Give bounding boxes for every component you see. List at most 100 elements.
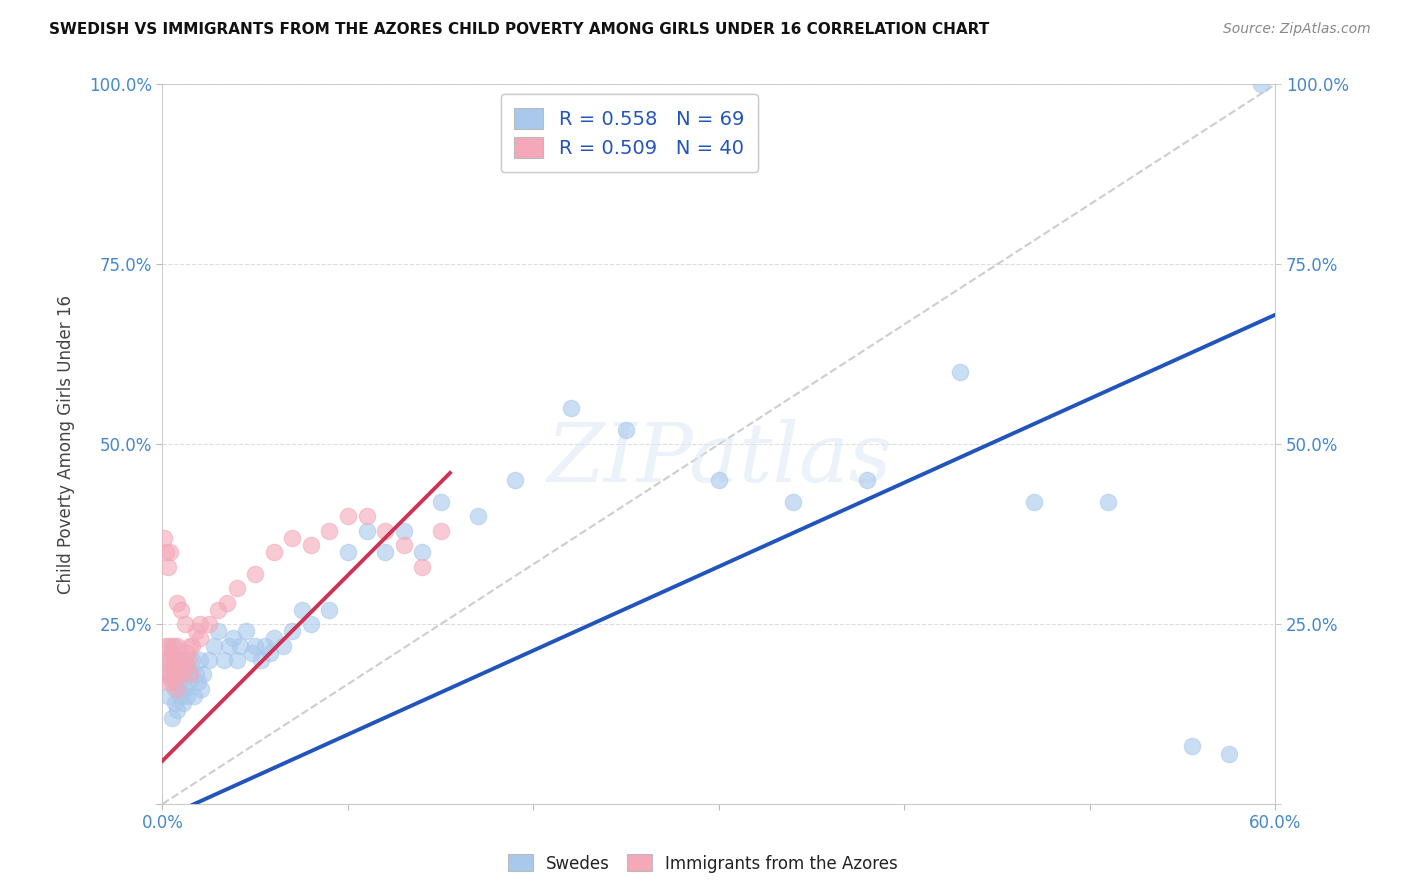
Point [198,653,221,667]
Point [1181,739,1204,754]
Point [222,632,245,646]
Point [188,632,211,646]
Point [159,653,181,667]
Point [336,509,359,524]
Point [159,545,181,559]
Point [166,667,188,681]
Point [176,660,198,674]
Point [181,653,204,667]
Y-axis label: Child Poverty Among Girls Under 16: Child Poverty Among Girls Under 16 [58,294,75,594]
Point [179,639,201,653]
Point [160,674,183,689]
Point [170,660,193,674]
Point [160,646,183,660]
Point [467,509,489,524]
Point [157,689,180,703]
Point [184,667,207,681]
Point [167,653,190,667]
Point [157,639,180,653]
Point [429,495,451,509]
Point [263,632,285,646]
Point [162,674,184,689]
Point [299,538,322,552]
Point [560,401,582,416]
Point [503,473,526,487]
Point [207,603,229,617]
Point [707,473,730,487]
Point [159,667,181,681]
Point [356,509,378,524]
Point [157,674,180,689]
Text: ZIPatlas: ZIPatlas [546,418,891,499]
Point [188,653,211,667]
Point [176,689,198,703]
Point [166,595,188,609]
Point [281,531,304,545]
Point [1218,747,1240,761]
Point [170,667,193,681]
Point [204,639,226,653]
Point [263,545,285,559]
Point [165,667,187,681]
Point [336,545,359,559]
Text: SWEDISH VS IMMIGRANTS FROM THE AZORES CHILD POVERTY AMONG GIRLS UNDER 16 CORRELA: SWEDISH VS IMMIGRANTS FROM THE AZORES CH… [49,22,990,37]
Point [949,365,972,379]
Point [253,639,276,653]
Point [170,689,193,703]
Point [217,595,239,609]
Point [392,538,415,552]
Point [291,603,314,617]
Legend: Swedes, Immigrants from the Azores: Swedes, Immigrants from the Azores [502,847,904,880]
Point [218,639,240,653]
Point [356,524,378,538]
Point [392,524,415,538]
Point [614,423,637,437]
Point [157,559,180,574]
Point [167,674,190,689]
Legend: R = 0.558   N = 69, R = 0.509   N = 40: R = 0.558 N = 69, R = 0.509 N = 40 [501,95,758,171]
Point [179,667,201,681]
Point [429,524,451,538]
Point [162,660,184,674]
Point [166,681,188,696]
Point [173,617,195,632]
Point [229,639,252,653]
Point [411,545,433,559]
Point [281,624,304,639]
Point [187,674,209,689]
Point [165,696,187,710]
Point [318,524,340,538]
Point [173,660,195,674]
Point [374,545,396,559]
Point [240,646,263,660]
Point [225,581,247,595]
Point [1250,78,1272,92]
Point [271,639,294,653]
Point [198,617,221,632]
Point [165,653,187,667]
Point [165,681,187,696]
Point [1097,495,1119,509]
Point [179,667,201,681]
Point [155,639,177,653]
Point [856,473,879,487]
Point [167,653,190,667]
Point [160,711,183,725]
Point [155,545,177,559]
Point [172,653,194,667]
Point [1024,495,1046,509]
Point [183,689,205,703]
Point [153,667,176,681]
Point [172,696,194,710]
Point [155,667,177,681]
Point [173,681,195,696]
Point [159,653,181,667]
Point [235,624,257,639]
Point [172,667,194,681]
Point [153,531,176,545]
Point [245,639,267,653]
Point [411,559,433,574]
Point [225,653,247,667]
Point [162,639,184,653]
Point [193,667,215,681]
